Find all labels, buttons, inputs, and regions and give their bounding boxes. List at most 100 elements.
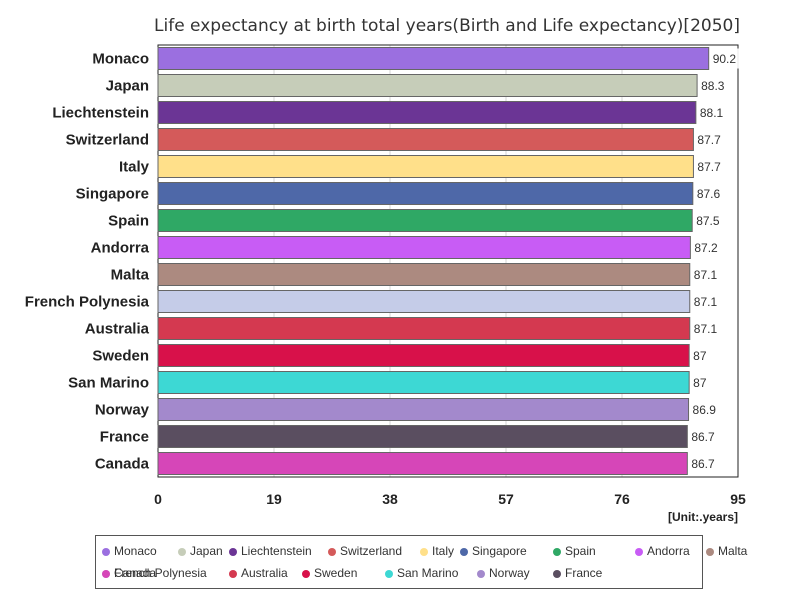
value-label: 87.1 bbox=[690, 291, 724, 312]
legend-swatch bbox=[102, 547, 110, 556]
bar bbox=[157, 101, 697, 124]
category-label: Norway bbox=[95, 402, 150, 419]
value-label: 88.3 bbox=[698, 75, 731, 96]
svg-text:87.5: 87.5 bbox=[696, 214, 720, 228]
svg-text:88.3: 88.3 bbox=[701, 79, 725, 93]
bar bbox=[157, 47, 710, 70]
x-tick-label: 0 bbox=[154, 491, 162, 507]
category-label: Sweden bbox=[92, 348, 149, 365]
x-tick-label: 76 bbox=[614, 491, 630, 507]
x-tick-labels: 0 19 38 57 76 95 bbox=[154, 491, 746, 507]
bar bbox=[157, 236, 691, 259]
bar bbox=[157, 74, 698, 97]
legend-item: Canada bbox=[102, 566, 156, 580]
x-tick-label: 19 bbox=[266, 491, 282, 507]
legend-item: Singapore bbox=[460, 544, 527, 558]
legend-swatch bbox=[385, 569, 393, 578]
svg-text:86.9: 86.9 bbox=[693, 403, 717, 417]
legend-label: Sweden bbox=[314, 566, 358, 580]
legend-label: Italy bbox=[432, 544, 455, 558]
svg-text:87.2: 87.2 bbox=[694, 241, 718, 255]
legend: Monaco Japan Liechtenstein Switzerland Italy… bbox=[95, 535, 747, 589]
category-label: French Polynesia bbox=[25, 294, 150, 311]
category-label: France bbox=[100, 429, 149, 446]
legend-label: Liechtenstein bbox=[241, 544, 312, 558]
svg-text:87.7: 87.7 bbox=[697, 133, 721, 147]
legend-swatch bbox=[553, 569, 561, 578]
legend-label: Canada bbox=[114, 566, 157, 580]
bar bbox=[157, 263, 691, 286]
chart-title: Life expectancy at birth total years(Bir… bbox=[154, 16, 740, 36]
bar bbox=[157, 371, 690, 394]
bar bbox=[157, 290, 691, 313]
value-label: 87.2 bbox=[691, 237, 724, 258]
bars: 90.2 Monaco 88.3 Japan 88.1 Liechtenstein 87.7… bbox=[25, 47, 743, 475]
category-label: Australia bbox=[85, 321, 150, 338]
svg-text:87.1: 87.1 bbox=[694, 295, 718, 309]
legend-swatch bbox=[706, 547, 714, 556]
svg-text:87: 87 bbox=[693, 349, 707, 363]
value-label: 86.7 bbox=[688, 426, 721, 447]
category-label: San Marino bbox=[68, 375, 149, 392]
plot-frame bbox=[157, 44, 739, 478]
value-label: 86.9 bbox=[689, 399, 722, 420]
x-tick-label: 95 bbox=[730, 491, 746, 507]
category-label: Italy bbox=[119, 159, 150, 176]
legend-label: Australia bbox=[241, 566, 288, 580]
value-label: 86.7 bbox=[688, 453, 721, 474]
legend-item: Liechtenstein bbox=[229, 544, 312, 558]
legend-item: Norway bbox=[477, 566, 530, 580]
category-label: Singapore bbox=[76, 186, 149, 203]
category-label: Canada bbox=[95, 456, 150, 473]
legend-label: Malta bbox=[718, 544, 748, 558]
bar bbox=[157, 155, 694, 178]
legend-item: Andorra bbox=[635, 544, 690, 558]
legend-item: Japan bbox=[178, 544, 223, 558]
legend-item: San Marino bbox=[385, 566, 458, 580]
svg-text:87.1: 87.1 bbox=[694, 322, 718, 336]
value-label: 87.7 bbox=[694, 156, 727, 177]
svg-text:87.7: 87.7 bbox=[697, 160, 721, 174]
legend-swatch bbox=[477, 569, 485, 578]
legend-label: Japan bbox=[190, 544, 223, 558]
legend-item: Australia bbox=[229, 566, 288, 580]
legend-swatch bbox=[420, 547, 428, 556]
x-tick-label: 38 bbox=[382, 491, 398, 507]
legend-item: Italy bbox=[420, 544, 454, 558]
category-label: Andorra bbox=[91, 240, 150, 257]
svg-text:86.7: 86.7 bbox=[691, 430, 715, 444]
legend-swatch bbox=[460, 547, 468, 556]
value-label: 90.2 bbox=[709, 48, 743, 69]
value-label: 87.6 bbox=[693, 183, 727, 204]
legend-label: San Marino bbox=[397, 566, 459, 580]
legend-label: France bbox=[565, 566, 603, 580]
value-label: 87 bbox=[690, 345, 710, 366]
svg-text:88.1: 88.1 bbox=[700, 106, 724, 120]
legend-item: Spain bbox=[553, 544, 596, 558]
value-label: 88.1 bbox=[696, 102, 730, 123]
svg-text:87.1: 87.1 bbox=[694, 268, 718, 282]
bar bbox=[157, 128, 694, 151]
svg-text:86.7: 86.7 bbox=[691, 457, 715, 471]
legend-item: Switzerland bbox=[328, 544, 402, 558]
svg-text:87: 87 bbox=[693, 376, 707, 390]
category-label: Monaco bbox=[92, 51, 149, 68]
legend-swatch bbox=[178, 547, 186, 556]
legend-label: Spain bbox=[565, 544, 596, 558]
legend-swatch bbox=[553, 547, 561, 556]
legend-label: Andorra bbox=[647, 544, 690, 558]
bar bbox=[157, 452, 688, 475]
category-label: Liechtenstein bbox=[52, 105, 149, 122]
value-label: 87.1 bbox=[690, 264, 724, 285]
bar bbox=[157, 209, 693, 232]
legend-swatch bbox=[229, 569, 237, 578]
value-label: 87 bbox=[690, 372, 710, 393]
value-label: 87.5 bbox=[693, 210, 726, 231]
legend-item: France bbox=[553, 566, 602, 580]
svg-text:87.6: 87.6 bbox=[697, 187, 721, 201]
legend-item: Monaco bbox=[102, 544, 157, 558]
bar bbox=[157, 398, 690, 421]
bar bbox=[157, 344, 690, 367]
legend-item: Sweden bbox=[302, 566, 357, 580]
